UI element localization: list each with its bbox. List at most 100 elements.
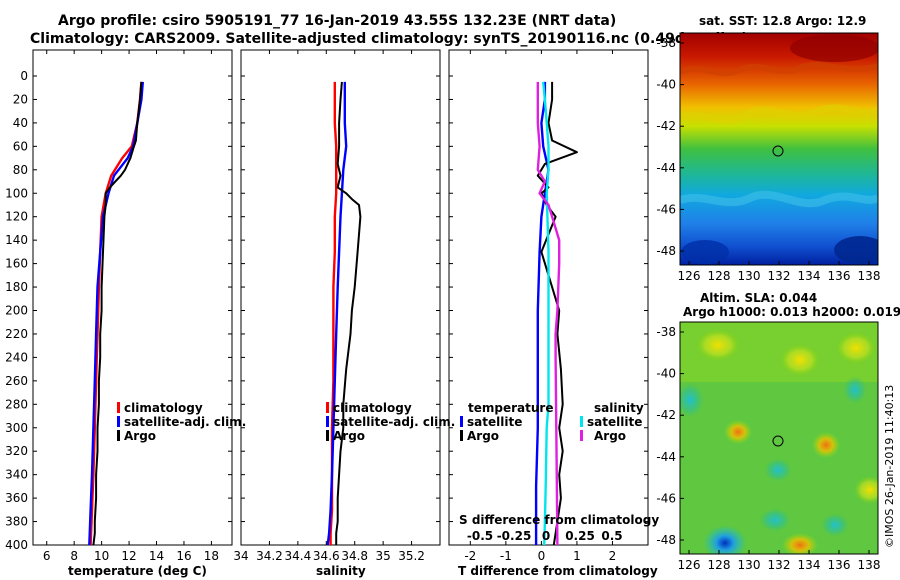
legend-swatch-s-argo	[580, 430, 583, 441]
sst-front-mid	[680, 104, 878, 124]
sla-argo-marker	[772, 435, 784, 447]
map-x-tick-label: 136	[828, 269, 851, 283]
sst-map-title: sat. SST: 12.8 Argo: 12.9	[699, 14, 866, 28]
difference-series	[534, 81, 578, 546]
salinity-x-ticks: 34 34.2 34.4 34.6 34.8 35 35.2	[233, 50, 425, 563]
map-y-tick-label: -46	[656, 491, 676, 505]
depth-tick-label: 280	[5, 397, 28, 411]
s-tick-label: 0.5	[601, 529, 622, 543]
map-y-tick-label: -42	[656, 408, 676, 422]
depth-tick-label: 360	[5, 491, 28, 505]
x-tick-label: 16	[176, 549, 191, 563]
x-tick-label: 34.2	[256, 549, 283, 563]
salinity-series	[326, 81, 362, 546]
legend-label-s-satellite: satellite	[587, 415, 642, 429]
legend-swatch-satellite	[117, 416, 120, 427]
x-tick-label: -1	[500, 549, 512, 563]
depth-tick-label: 340	[5, 468, 28, 482]
legend-swatch-t-argo	[460, 430, 463, 441]
temperature-x-ticks: 6 8 10 12 14 16 18	[43, 50, 219, 563]
map-y-tick-label: -46	[656, 202, 676, 216]
sla-map	[680, 322, 878, 554]
map-x-tick-label: 128	[708, 269, 731, 283]
x-tick-label: 35.2	[398, 549, 425, 563]
sst-map	[680, 33, 878, 265]
salinity-legend: climatology satellite-adj. clim. Argo	[326, 401, 455, 443]
sst-warm-patch	[790, 34, 878, 62]
legend-label-climatology: climatology	[124, 401, 203, 415]
sla-negative-anomaly	[843, 376, 867, 404]
depth-tick-label: 20	[13, 92, 28, 106]
legend-label-t-argo: Argo	[467, 429, 499, 443]
difference-x-label: T difference from climatology	[458, 564, 658, 578]
watermark: ©IMOS 26-Jan-2019 11:40:13	[883, 385, 896, 548]
series-line-satellite-adj-clim-	[88, 81, 144, 546]
depth-tick-label: 120	[5, 210, 28, 224]
sla-negative-anomaly	[680, 382, 704, 418]
sla-positive-anomaly	[696, 329, 740, 361]
legend-label-t-satellite: satellite	[467, 415, 522, 429]
map-x-tick-label: 134	[798, 558, 821, 572]
x-tick-label: 35	[376, 549, 391, 563]
legend-swatch-climatology	[117, 402, 120, 413]
salinity-plot-frame	[240, 49, 441, 546]
sst-cold-patch	[681, 240, 729, 264]
series-line-satellite-adj-clim-	[326, 81, 348, 546]
legend-swatch-t-satellite	[460, 416, 463, 427]
depth-tick-label: 60	[13, 139, 28, 153]
sla-negative-anomaly	[759, 508, 791, 532]
x-tick-label: 2	[609, 549, 617, 563]
s-difference-ticks: -0.5 -0.25 0 0.25 0.5	[467, 529, 623, 543]
map-y-tick-label: -44	[656, 161, 676, 175]
depth-tick-label: 240	[5, 350, 28, 364]
depth-tick-label: 80	[13, 163, 28, 177]
sla-positive-anomaly	[782, 533, 818, 554]
difference-legend: temperature satellite Argo salinity sate…	[460, 401, 644, 443]
x-tick-label: 0	[538, 549, 546, 563]
sla-positive-anomaly	[780, 344, 820, 376]
legend-label-argo: Argo	[333, 429, 365, 443]
series-line-t-satellite	[534, 81, 550, 545]
figure-title-line2: Climatology: CARS2009. Satellite-adjuste…	[30, 31, 748, 47]
map-x-tick-label: 136	[828, 558, 851, 572]
map-x-tick-label: 130	[738, 558, 761, 572]
map-x-tick-label: 132	[768, 269, 791, 283]
legend-swatch-argo	[117, 430, 120, 441]
depth-tick-label: 200	[5, 304, 28, 318]
depth-axis: 0 20 40 60 80 100 120 140 160 180 200 220 240 260 280 3…	[5, 69, 648, 552]
series-line-climatology	[89, 81, 143, 546]
x-tick-label: 10	[94, 549, 109, 563]
map-x-tick-label: 128	[708, 558, 731, 572]
series-line-s-argo	[536, 81, 561, 546]
legend-swatch-satellite	[326, 416, 329, 427]
map-x-tick-label: 126	[678, 558, 701, 572]
depth-tick-label: 0	[20, 69, 28, 83]
x-tick-label: 18	[204, 549, 219, 563]
sla-positive-anomaly	[724, 420, 752, 444]
map-y-tick-label: -48	[656, 244, 676, 258]
depth-tick-label: 260	[5, 374, 28, 388]
difference-plot-frame	[448, 49, 649, 546]
depth-tick-label: 220	[5, 327, 28, 341]
series-line-argo	[92, 81, 143, 546]
x-tick-label: 6	[43, 549, 51, 563]
map-x-tick-label: 130	[738, 269, 761, 283]
x-tick-label: 8	[70, 549, 78, 563]
legend-title-salinity: salinity	[594, 401, 644, 415]
map-y-tick-label: -42	[656, 119, 676, 133]
map-x-tick-label: 126	[678, 269, 701, 283]
depth-tick-label: 400	[5, 538, 28, 552]
sst-front-cool	[680, 190, 878, 208]
x-tick-label: 34	[233, 549, 248, 563]
series-line-t-argo	[536, 81, 578, 546]
figure-title-line1: Argo profile: csiro 5905191_77 16-Jan-20…	[58, 13, 616, 29]
sla-negative-anomaly	[764, 458, 792, 482]
s-tick-label: 0.25	[565, 529, 595, 543]
series-line-s-satellite	[542, 81, 550, 546]
sst-argo-marker	[772, 145, 784, 157]
depth-tick-label: 180	[5, 280, 28, 294]
sla-positive-anomaly	[854, 476, 878, 504]
salinity-x-label: salinity	[316, 564, 366, 578]
